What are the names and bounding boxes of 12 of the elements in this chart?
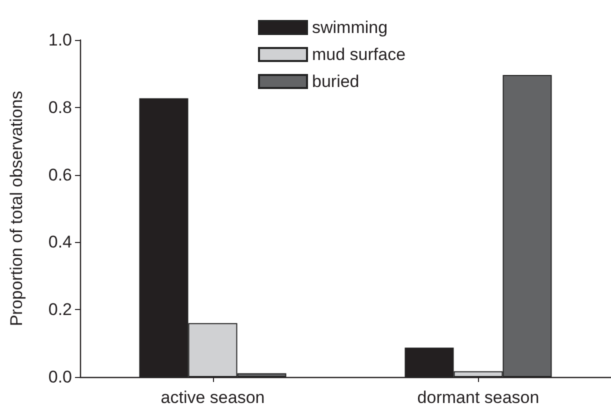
legend-label: buried: [312, 72, 360, 91]
y-tick-label: 0.2: [48, 300, 72, 320]
x-tick-label: dormant season: [417, 388, 540, 407]
y-tick-label: 0.8: [48, 98, 72, 117]
y-tick-label: 0.6: [48, 165, 72, 184]
y-tick-label: 0.0: [48, 368, 72, 386]
y-axis-title: Proportion of total observations: [7, 90, 26, 326]
legend-label: swimming: [312, 18, 388, 37]
x-tick-label: active season: [160, 388, 265, 407]
legend-label: mud surface: [312, 45, 406, 64]
y-tick-label: 0.4: [48, 232, 72, 252]
y-tick-label: 1.0: [48, 30, 72, 50]
